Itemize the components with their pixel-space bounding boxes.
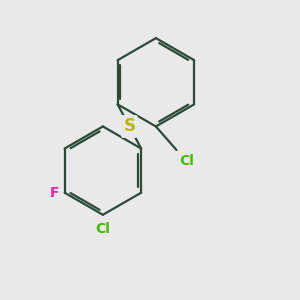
Text: Cl: Cl: [95, 222, 110, 236]
Text: Cl: Cl: [179, 154, 194, 168]
Text: F: F: [49, 186, 59, 200]
Text: S: S: [123, 117, 135, 135]
